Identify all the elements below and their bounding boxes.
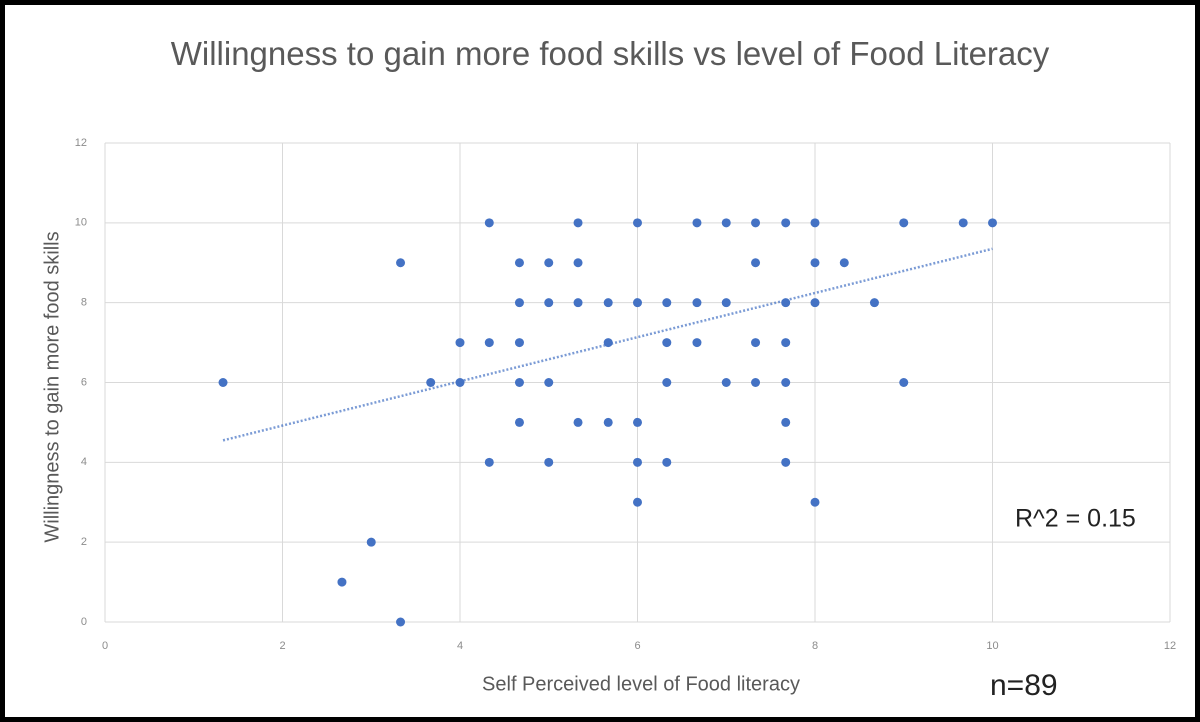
data-point <box>544 457 554 467</box>
x-tick-label: 6 <box>634 640 640 652</box>
data-point <box>484 218 494 228</box>
data-point <box>781 457 791 467</box>
y-tick-label: 8 <box>81 297 87 309</box>
data-point <box>455 378 465 387</box>
data-point <box>544 378 554 387</box>
data-point <box>899 218 909 228</box>
y-tick-label: 6 <box>81 376 87 388</box>
data-point <box>692 218 702 228</box>
y-tick-label: 12 <box>75 137 87 149</box>
x-tick-label: 12 <box>1164 640 1176 652</box>
data-point <box>810 298 820 308</box>
data-point <box>692 338 702 348</box>
y-tick-label: 10 <box>75 217 87 229</box>
x-tick-label: 0 <box>102 640 108 652</box>
data-point <box>662 298 672 308</box>
data-point <box>662 378 672 387</box>
data-point <box>514 338 524 348</box>
data-point <box>662 457 672 467</box>
data-point <box>662 338 672 348</box>
data-point <box>514 298 524 308</box>
data-point <box>484 457 494 467</box>
data-point <box>544 298 554 308</box>
data-point <box>514 378 524 387</box>
data-point <box>958 218 968 228</box>
data-point <box>869 298 879 308</box>
annotation: n=89 <box>990 669 1058 702</box>
y-tick-label: 0 <box>81 616 87 628</box>
chart-title: Willingness to gain more food skills vs … <box>170 35 1050 72</box>
x-tick-label: 10 <box>986 640 998 652</box>
data-point <box>426 378 436 387</box>
data-point <box>484 338 494 348</box>
data-point <box>633 298 642 308</box>
data-point <box>751 378 761 387</box>
x-axis-label: Self Perceived level of Food literacy <box>482 673 800 695</box>
data-point <box>781 417 791 427</box>
data-point <box>573 218 583 228</box>
x-tick-label: 4 <box>457 640 463 652</box>
annotation: R^2 = 0.15 <box>1015 505 1136 533</box>
data-point <box>751 218 761 228</box>
data-point <box>633 457 642 467</box>
y-tick-label: 2 <box>81 536 87 548</box>
data-point <box>603 298 613 308</box>
data-point <box>514 258 524 268</box>
x-tick-label: 2 <box>279 640 285 652</box>
data-point <box>781 298 791 308</box>
x-tick-label: 8 <box>812 640 818 652</box>
data-point <box>633 497 642 507</box>
data-point <box>218 378 228 387</box>
data-point <box>988 218 997 228</box>
data-point <box>781 218 791 228</box>
data-point <box>455 338 465 348</box>
data-point <box>839 258 849 268</box>
data-point <box>751 258 761 268</box>
data-point <box>603 338 613 348</box>
data-point <box>721 298 731 308</box>
y-tick-label: 4 <box>81 456 87 468</box>
data-point <box>337 577 347 587</box>
data-point <box>751 338 761 348</box>
data-point <box>721 218 731 228</box>
data-point <box>396 617 406 627</box>
data-point <box>810 218 820 228</box>
data-point <box>721 378 731 387</box>
data-point <box>573 298 583 308</box>
data-point <box>603 417 613 427</box>
data-point <box>899 378 909 387</box>
data-point <box>633 417 642 427</box>
data-point <box>514 417 524 427</box>
data-point <box>573 258 583 268</box>
data-point <box>544 258 554 268</box>
data-point <box>573 417 583 427</box>
data-point <box>781 378 791 387</box>
data-point <box>633 218 642 228</box>
data-point <box>781 338 791 348</box>
data-point <box>366 537 376 547</box>
data-point <box>810 258 820 268</box>
y-axis-label: Willingness to gain more food skills <box>41 231 63 542</box>
data-point <box>396 258 406 268</box>
data-point <box>810 497 820 507</box>
chart: Self Perceived level of Food literacy Wi… <box>41 137 1176 702</box>
data-point <box>692 298 702 308</box>
